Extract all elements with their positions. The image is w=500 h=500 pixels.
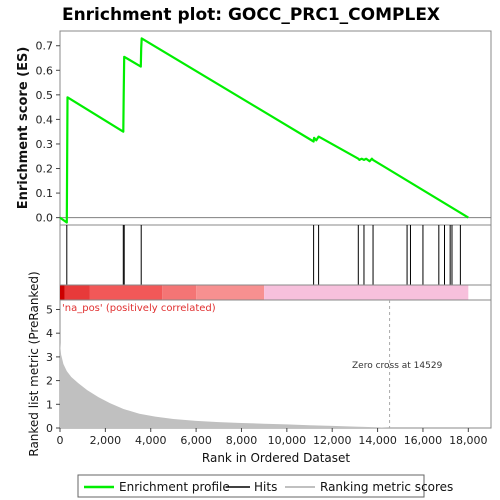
es-y-tick-label: 0.2 [36,163,54,176]
x-tick-label: 10,000 [268,434,307,447]
metric-y-tick-label: 4 [46,327,53,340]
legend-enrichment-label: Enrichment profile [119,480,230,494]
es-y-tick-label: 0.4 [36,113,54,126]
enrichment-profile-line [59,37,469,224]
x-tick-label: 16,000 [404,434,443,447]
x-tick-label: 4,000 [135,434,167,447]
metric-y-tick-label: 2 [46,375,53,388]
es-y-tick-label: 0.5 [36,89,54,102]
metric-y-tick-label: 1 [46,398,53,411]
x-axis-label: Rank in Ordered Dataset [202,451,350,465]
ranking-bar-segment [196,285,265,300]
zero-cross-annotation: Zero cross at 14529 [352,361,443,371]
es-y-ticks: 0.0 0.1 0.2 0.3 0.4 0.5 0.6 0.7 [36,40,60,225]
ranking-bar-segment [264,285,469,300]
x-tick-label: 14,000 [358,434,397,447]
ranking-color-bar [60,285,469,300]
ranking-bar-segment [162,285,197,300]
x-tick-label: 6,000 [180,434,212,447]
es-y-tick-label: 0.7 [36,40,54,53]
legend-box [77,474,425,498]
na-pos-annotation: 'na_pos' (positively correlated) [62,303,216,314]
x-tick-label: 2,000 [90,434,122,447]
es-ylabel: Enrichment score (ES) [16,47,31,210]
hits-marks [66,225,461,285]
metric-panel-frame [59,299,492,429]
es-y-tick-label: 0.3 [36,138,54,151]
es-panel-frame [59,30,492,226]
x-axis-ticks: 0 2,000 4,000 6,000 8,000 10,000 12,000 14,000 1… [57,428,488,447]
legend: Enrichment profile Hits Ranking metric s… [77,474,453,498]
ranking-bar-segment [64,285,90,300]
legend-hits-label: Hits [254,480,277,494]
x-tick-label: 0 [57,434,64,447]
ranking-metric-area [60,342,390,428]
chart-title: Enrichment plot: GOCC_PRC1_COMPLEX [62,5,440,25]
metric-ylabel: Ranked list metric (PreRanked) [27,271,41,456]
x-tick-label: 18,000 [449,434,488,447]
ranking-bar-segment [60,285,65,300]
metric-y-tick-label: 5 [46,303,53,316]
hits-panel-frame [59,224,492,286]
es-y-tick-label: 0.6 [36,64,54,77]
x-tick-label: 12,000 [313,434,352,447]
legend-metric-label: Ranking metric scores [320,480,453,494]
metric-y-tick-label: 0 [46,422,53,435]
metric-y-ticks: 0 1 2 3 4 5 [46,303,60,435]
x-tick-label: 8,000 [226,434,258,447]
es-y-tick-label: 0.1 [36,187,54,200]
metric-y-tick-label: 3 [46,351,53,364]
es-y-tick-label: 0.0 [36,212,54,225]
ranking-bar-segment [89,285,163,300]
